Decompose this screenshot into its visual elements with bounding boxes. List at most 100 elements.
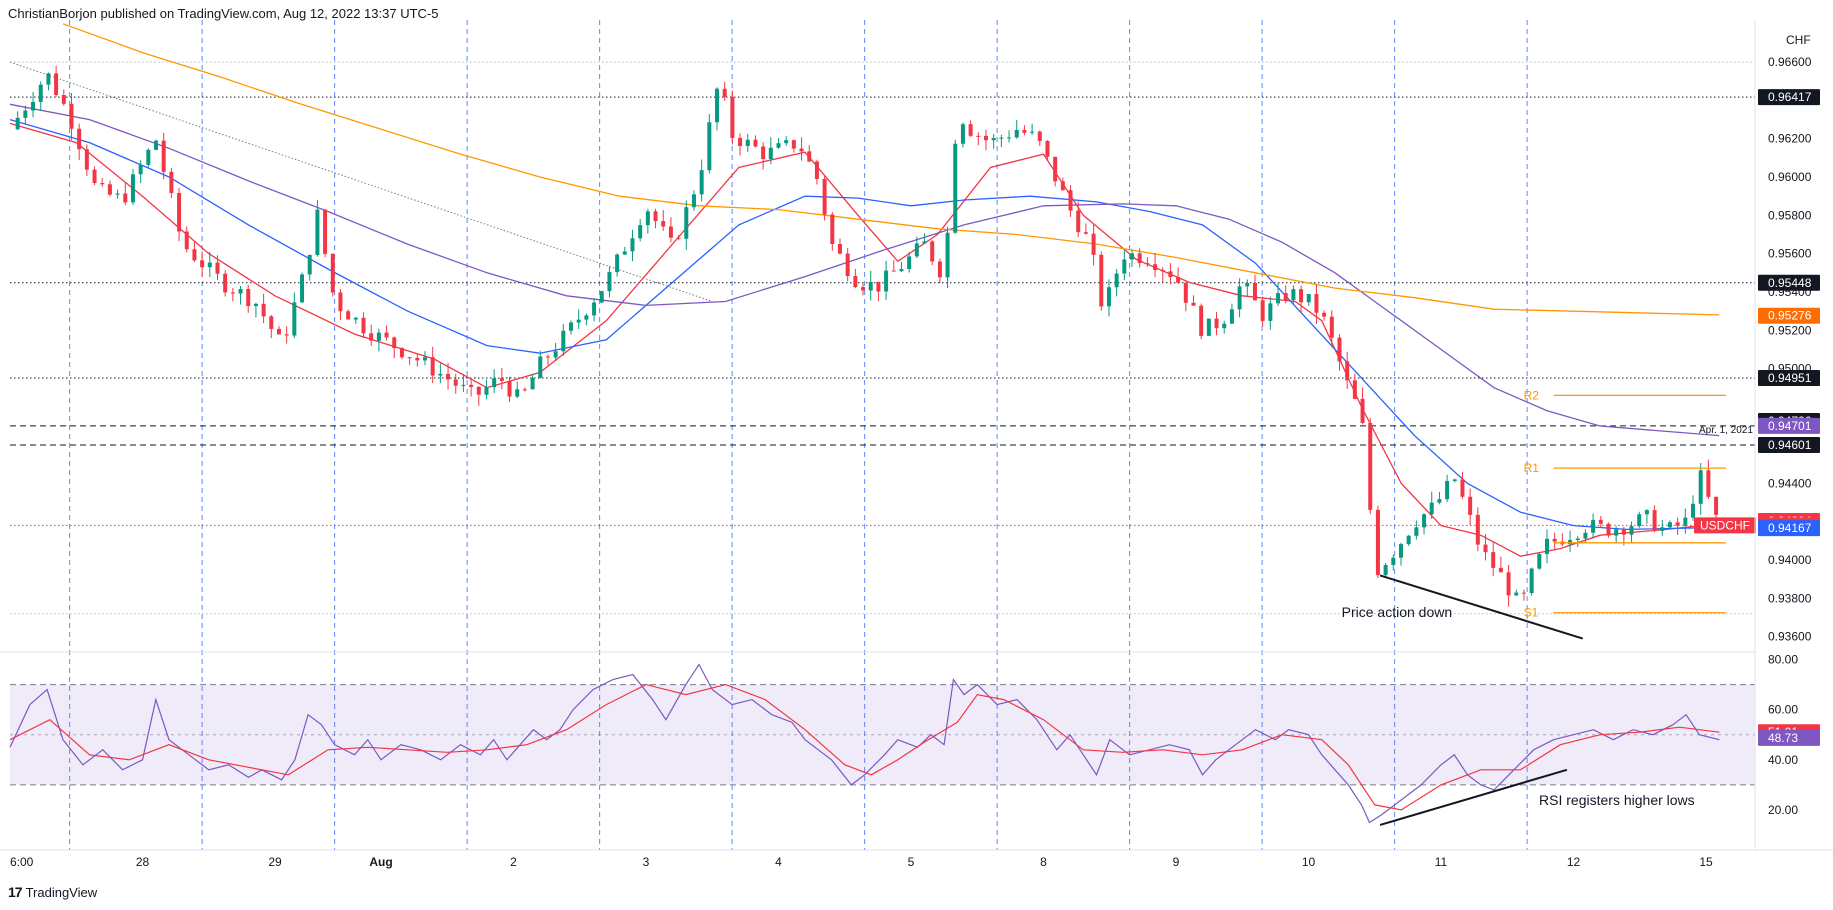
candle-body bbox=[545, 356, 550, 358]
candle-body bbox=[1398, 544, 1403, 558]
time-label: 29 bbox=[268, 855, 282, 869]
time-axis[interactable]: 6:00 28 29 Aug 2 3 4 5 8 9 10 11 12 15 bbox=[10, 855, 1713, 869]
candle-body bbox=[930, 241, 935, 262]
candle-body bbox=[1053, 156, 1058, 182]
candle-body bbox=[576, 319, 581, 323]
candle-body bbox=[1229, 309, 1234, 324]
candle-body bbox=[1521, 592, 1526, 594]
candle-body bbox=[1260, 300, 1265, 321]
candle-body bbox=[1322, 312, 1327, 317]
candle-body bbox=[953, 143, 958, 233]
candle-body bbox=[645, 211, 650, 226]
price-tag-bg bbox=[1758, 520, 1820, 537]
candle-body bbox=[77, 128, 82, 150]
candle-body bbox=[884, 270, 889, 292]
candle-body bbox=[845, 253, 850, 277]
candle-body bbox=[54, 73, 59, 96]
candle-body bbox=[1045, 140, 1050, 157]
rsi-line bbox=[9, 663, 1720, 824]
candle-body bbox=[822, 178, 827, 215]
candle-body bbox=[1222, 323, 1227, 329]
candle-body bbox=[853, 276, 858, 288]
candle-body bbox=[991, 137, 996, 141]
candle-body bbox=[1667, 522, 1672, 528]
candle-body bbox=[1698, 470, 1703, 504]
candle-body bbox=[1130, 253, 1135, 260]
candle-body bbox=[799, 148, 804, 152]
price-tick: 0.96200 bbox=[1768, 132, 1812, 146]
candle-body bbox=[837, 244, 842, 254]
candle-body bbox=[730, 96, 735, 138]
price-tick: 0.96600 bbox=[1768, 55, 1812, 69]
candle-body bbox=[1391, 557, 1396, 565]
candle-body bbox=[1621, 529, 1626, 535]
candle-body bbox=[1276, 293, 1281, 304]
candle-body bbox=[599, 291, 604, 303]
level-tag: 0.96417 bbox=[1768, 90, 1812, 104]
candle-body bbox=[246, 289, 251, 307]
time-label: 9 bbox=[1173, 855, 1180, 869]
candle-body bbox=[569, 322, 574, 331]
candle-body bbox=[1176, 277, 1181, 283]
annotation-price-action: Price action down bbox=[1342, 604, 1453, 620]
candle-body bbox=[215, 262, 220, 274]
candle-body bbox=[476, 386, 481, 395]
candle-body bbox=[684, 207, 689, 239]
candle-body bbox=[31, 101, 36, 111]
candle-body bbox=[1007, 137, 1012, 139]
candle-body bbox=[1314, 294, 1319, 313]
candle-body bbox=[753, 139, 758, 147]
candle-body bbox=[1537, 554, 1542, 569]
level-tag: 0.94951 bbox=[1768, 371, 1812, 385]
candle-body bbox=[184, 231, 189, 250]
price-tag: 0.94701 bbox=[1768, 419, 1812, 433]
candle-body bbox=[292, 302, 297, 336]
candle-body bbox=[784, 140, 789, 144]
candle-body bbox=[1329, 316, 1334, 338]
candle-body bbox=[899, 269, 904, 272]
candle-body bbox=[807, 151, 812, 162]
candle-body bbox=[1437, 499, 1442, 503]
time-label: 12 bbox=[1567, 855, 1581, 869]
candle-body bbox=[983, 135, 988, 141]
candle-body bbox=[469, 384, 474, 387]
candle-body bbox=[1475, 514, 1480, 545]
candle-body bbox=[376, 332, 381, 341]
candle-body bbox=[1352, 380, 1357, 399]
annotations: Price action down RSI registers higher lo… bbox=[1342, 574, 1695, 808]
rsi-tick: 20.00 bbox=[1768, 803, 1798, 817]
moving-average-line bbox=[9, 122, 1720, 557]
candle-body bbox=[738, 137, 743, 146]
candle-body bbox=[238, 289, 243, 294]
candle-body bbox=[1237, 286, 1242, 310]
candle-body bbox=[1545, 538, 1549, 555]
symbol-tag: USDCHF bbox=[1700, 518, 1750, 532]
candles bbox=[15, 65, 1719, 607]
candle-body bbox=[715, 88, 720, 123]
price-tick: 0.93800 bbox=[1768, 591, 1812, 605]
usdchf-chart[interactable]: R2 R1 S1 Price action down RSI registers hi… bbox=[0, 0, 1833, 880]
footer: 17 TradingView bbox=[8, 884, 97, 900]
candle-body bbox=[46, 73, 51, 85]
candle-body bbox=[1529, 568, 1534, 594]
candle-body bbox=[1337, 337, 1342, 362]
candle-body bbox=[676, 237, 681, 239]
candle-body bbox=[976, 135, 981, 137]
candle-body bbox=[876, 281, 881, 292]
candle-body bbox=[1552, 538, 1557, 542]
price-axis[interactable]: 0.96600 0.96200 0.96000 0.95800 0.95600 0.954… bbox=[1694, 55, 1820, 817]
candle-body bbox=[1345, 361, 1350, 381]
candle-body bbox=[1452, 479, 1457, 481]
candle-body bbox=[668, 226, 673, 238]
candle-body bbox=[661, 221, 666, 227]
pivot-label: R2 bbox=[1524, 388, 1540, 402]
candle-body bbox=[1637, 514, 1642, 527]
candle-body bbox=[1183, 282, 1188, 303]
candle-body bbox=[192, 249, 197, 261]
candle-body bbox=[69, 103, 74, 129]
candle-body bbox=[1268, 303, 1273, 321]
candle-body bbox=[200, 260, 205, 268]
candle-body bbox=[1252, 282, 1257, 301]
brand-label: TradingView bbox=[25, 884, 98, 900]
candle-body bbox=[1122, 259, 1127, 274]
